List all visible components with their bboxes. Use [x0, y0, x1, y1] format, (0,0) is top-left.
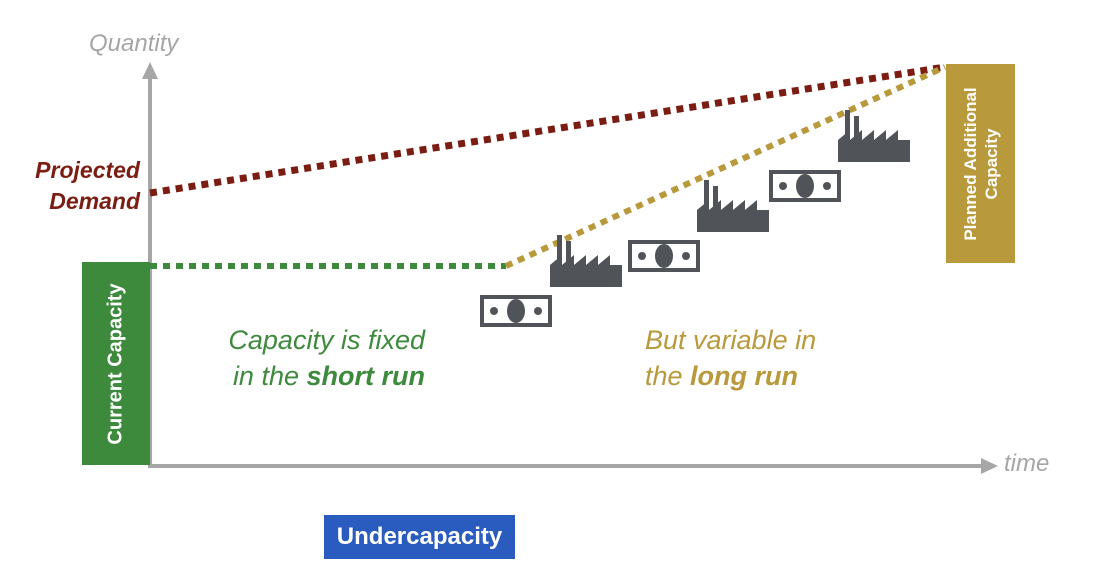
- long-run-note-prefix: the: [645, 361, 691, 391]
- long-run-note-line1: But variable in: [645, 325, 817, 355]
- money-bill-icon: [769, 170, 841, 202]
- undercapacity-badge: Undercapacity: [324, 515, 515, 559]
- short-run-note-prefix: in the: [232, 361, 307, 391]
- short-run-note: Capacity is fixed in the short run: [198, 322, 425, 394]
- projected-demand-line: [149, 63, 946, 197]
- projected-demand-label: Projected Demand: [35, 155, 140, 217]
- projected-demand-label-line2: Demand: [49, 188, 140, 214]
- planned-capacity-label-line1: Planned Additional: [960, 86, 980, 241]
- long-run-emphasis: long run: [690, 361, 799, 391]
- factory-icon: [550, 235, 622, 287]
- y-axis-label: Quantity: [89, 30, 179, 57]
- projected-demand-label-line1: Projected: [35, 157, 140, 183]
- planned-capacity-line: [504, 64, 947, 269]
- long-run-note: But variable in the long run: [645, 322, 816, 394]
- factory-icon: [697, 180, 769, 232]
- short-run-note-line1: Capacity is fixed: [228, 325, 425, 355]
- short-run-emphasis: short run: [306, 361, 426, 391]
- current-capacity-box: Current Capacity: [82, 262, 150, 465]
- current-capacity-label: Current Capacity: [104, 282, 127, 445]
- factory-icon: [838, 110, 910, 162]
- money-bill-icon: [628, 240, 700, 272]
- money-bill-icon: [480, 295, 552, 327]
- long-run-note-line2: the long run: [645, 358, 816, 394]
- planned-capacity-label: Planned Additional Capacity: [960, 87, 1002, 240]
- planned-capacity-label-line2: Capacity: [981, 128, 1001, 199]
- planned-capacity-box: Planned Additional Capacity: [946, 64, 1015, 263]
- short-run-note-line2: in the short run: [198, 358, 425, 394]
- x-axis-label: time: [1004, 450, 1050, 477]
- y-axis-arrowhead: [142, 62, 158, 79]
- x-axis-arrowhead: [981, 458, 998, 474]
